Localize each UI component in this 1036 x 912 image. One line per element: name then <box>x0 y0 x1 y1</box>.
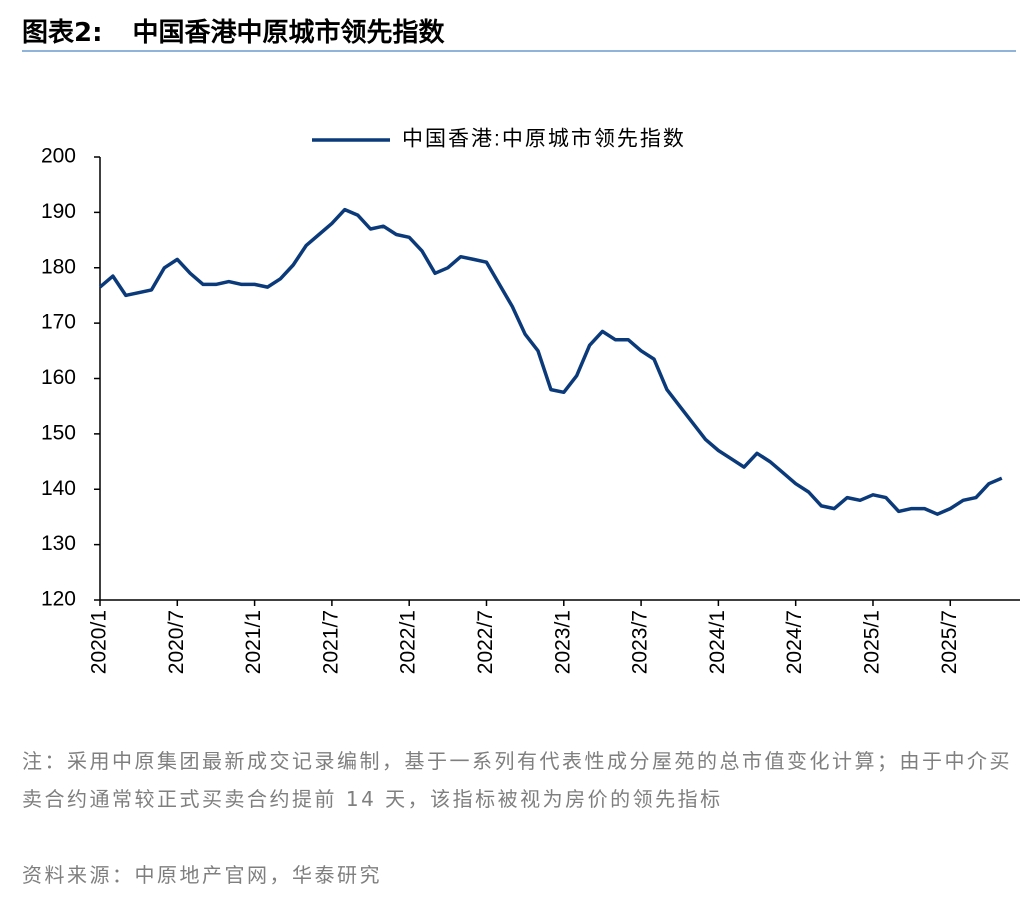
y-tick-label: 120 <box>41 588 76 611</box>
x-tick-label: 2023/1 <box>551 610 574 674</box>
x-tick-label: 2021/7 <box>319 610 342 674</box>
figure-title: 中国香港中原城市领先指数 <box>132 18 445 48</box>
x-tick-label: 2021/1 <box>242 610 265 674</box>
y-tick-label: 140 <box>41 477 76 500</box>
x-tick-label: 2025/7 <box>938 610 961 674</box>
y-tick-label: 190 <box>41 200 76 223</box>
legend-label: 中国香港:中原城市领先指数 <box>402 128 686 151</box>
x-tick-label: 2022/1 <box>397 610 420 674</box>
y-tick-label: 170 <box>41 311 76 334</box>
chart: 120 130 140 150 160 170 180 190 200 2020/1 2020/7 2… <box>41 128 1020 674</box>
y-tick-label: 200 <box>41 145 76 168</box>
figure-header: 图表2: 中国香港中原城市领先指数 <box>22 12 1016 52</box>
note: 注：采用中原集团最新成交记录编制，基于一系列有代表性成分屋苑的总市值变化计算；由… <box>22 749 1012 811</box>
y-tick-label: 180 <box>41 255 76 278</box>
line <box>98 207 1003 516</box>
figure-label: 图表2: <box>22 18 103 48</box>
x-tick-label: 2023/7 <box>629 610 652 674</box>
y-tick-label: 150 <box>41 421 76 444</box>
x-tick-label: 2024/1 <box>706 610 729 674</box>
y-tick-label: 160 <box>41 366 76 389</box>
x-tick-label: 2022/7 <box>474 610 497 674</box>
source: 资料来源：中原地产官网，华泰研究 <box>22 863 382 887</box>
x-tick-label: 2020/1 <box>88 610 111 674</box>
x-tick-label: 2020/7 <box>165 610 188 674</box>
x-tick-label: 2024/7 <box>783 610 806 674</box>
y-tick-label: 130 <box>41 532 76 555</box>
x-tick-label: 2025/1 <box>861 610 884 674</box>
